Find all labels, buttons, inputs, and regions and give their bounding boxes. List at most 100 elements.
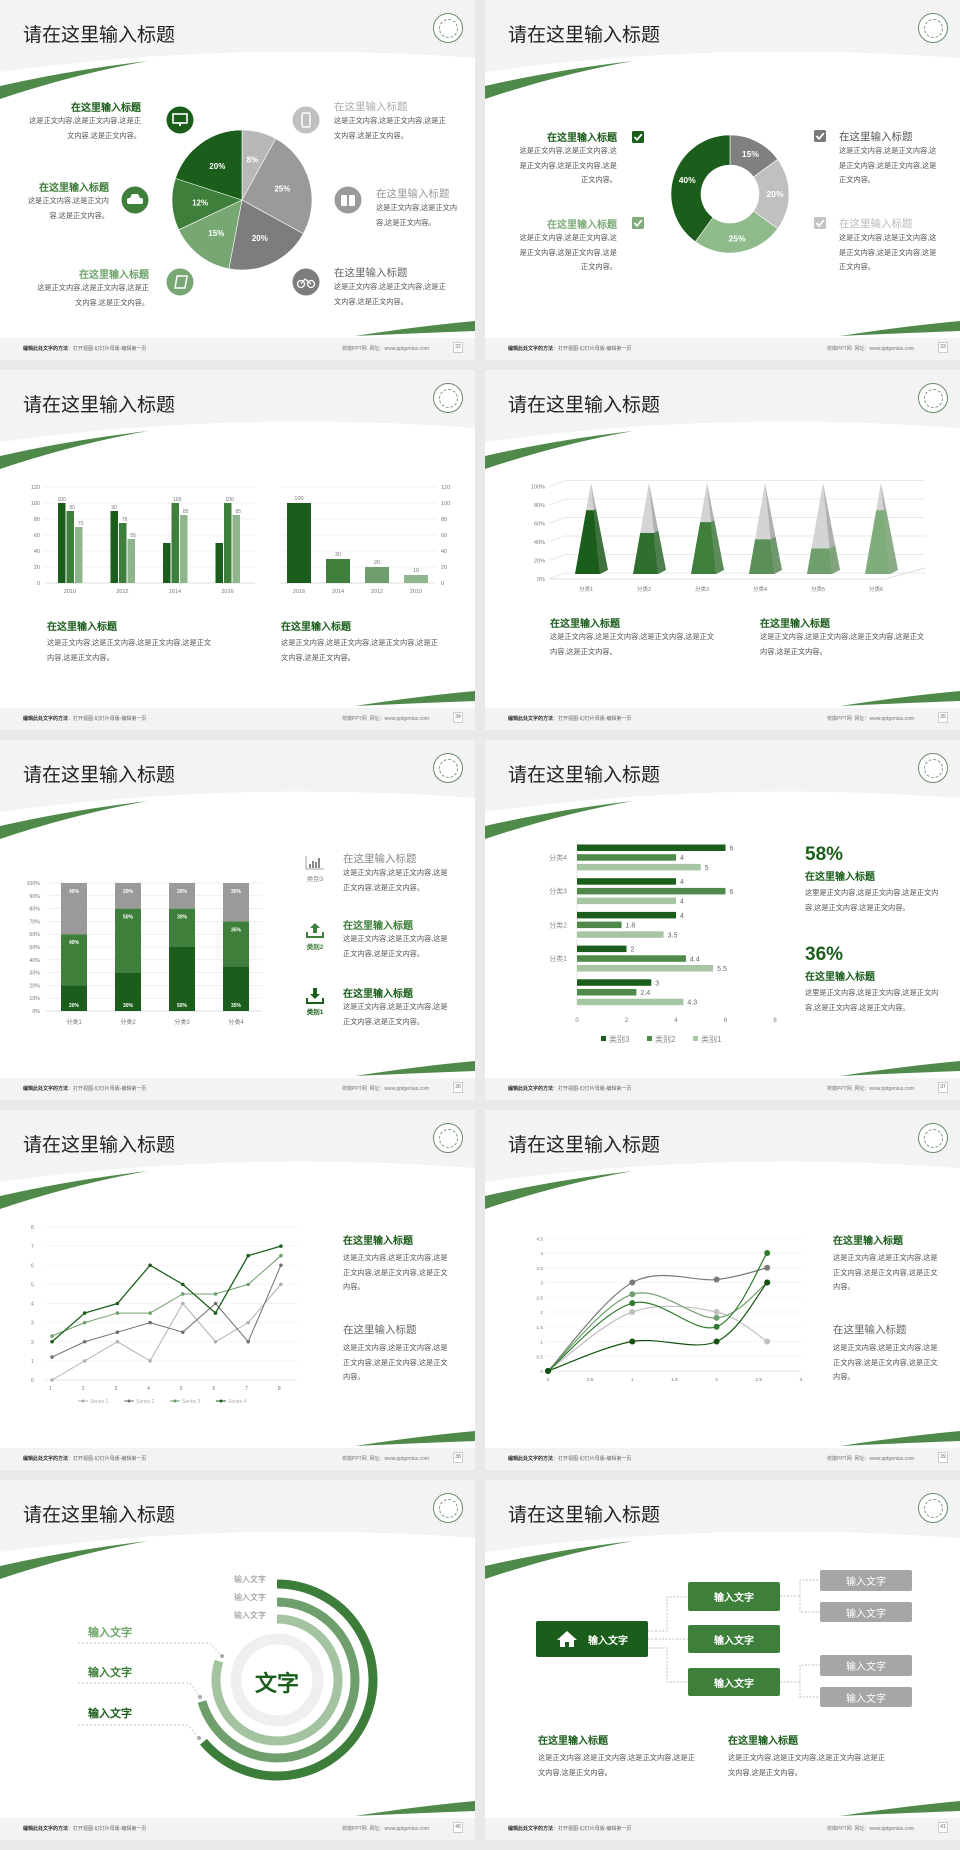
data-label: 20%: [69, 1003, 80, 1009]
item-title: 在这里输入标题: [343, 1236, 413, 1247]
x-tick-label: 6: [213, 1386, 216, 1392]
item-body: 这是正文内容,这是正文内容,这是正文内容,这是正文内容。: [37, 283, 149, 307]
mid-node[interactable]: 输入文字: [688, 1625, 780, 1653]
green-swoosh-top: [0, 61, 148, 99]
leaf-node[interactable]: 输入文字: [820, 1655, 912, 1676]
stat-value: 58%: [805, 844, 844, 865]
data-point: [629, 1338, 636, 1345]
y-tick-label: 0: [31, 1378, 34, 1384]
bar: [577, 931, 664, 938]
mid-node[interactable]: 输入文字: [688, 1668, 780, 1696]
bar: [119, 523, 127, 583]
legend-label: 类别1: [701, 1034, 722, 1044]
green-swoosh-top: [0, 801, 148, 839]
data-point: [545, 1368, 551, 1374]
footer-hint-bold: 编辑此处文字的方法: [508, 1826, 554, 1832]
footer-url[interactable]: 网址：www.pptgenius.com: [854, 1826, 914, 1832]
y-tick-label: 40%: [29, 958, 40, 964]
icon-circle: [334, 186, 362, 214]
legend-label: Series 1: [90, 1399, 109, 1405]
footer-url[interactable]: 网址：www.pptgenius.com: [369, 1826, 429, 1832]
footer-url[interactable]: 网址：www.pptgenius.com: [854, 716, 914, 722]
slide-title[interactable]: 请在这里输入标题: [23, 1505, 176, 1526]
series-curve: [547, 1305, 768, 1372]
slide-title[interactable]: 请在这里输入标题: [508, 765, 661, 786]
data-point: [82, 1339, 87, 1344]
ring-label: 输入文字: [234, 1575, 266, 1584]
gridline: [548, 498, 925, 506]
footer-url[interactable]: 网址：www.pptgenius.com: [369, 716, 429, 722]
check-mark: [815, 132, 825, 141]
y-tick-label: 30%: [29, 971, 40, 977]
center-text: 文字: [254, 1671, 299, 1696]
school-emblem-icon: [918, 13, 948, 43]
y-tick-label: 0: [37, 581, 40, 587]
root-node[interactable]: 输入文字: [536, 1621, 648, 1657]
footer-url[interactable]: 网址：www.pptgenius.com: [369, 1456, 429, 1462]
bar: [180, 515, 188, 583]
y-tick-label: 7: [31, 1244, 34, 1250]
slide-36: 请在这里输入标题 编辑此处文字的方法：打开视图-幻灯片母版-编辑第一页 校徽PP…: [0, 740, 475, 1100]
bar: [315, 862, 317, 868]
pyramid-fill: [865, 510, 890, 574]
leaf-node[interactable]: 输入文字: [820, 1602, 912, 1622]
slide-title[interactable]: 请在这里输入标题: [508, 395, 661, 416]
bar: [577, 844, 726, 851]
data-point: [246, 1339, 250, 1344]
footer-site-name: 校徽PPT网: [827, 1826, 852, 1832]
data-label: 50%: [177, 1003, 188, 1009]
data-label: 3: [655, 980, 659, 987]
footer-site: 校徽PPT网 网址：www.pptgenius.com: [342, 1825, 429, 1832]
slide-title[interactable]: 请在这里输入标题: [23, 25, 176, 46]
slide-title[interactable]: 请在这里输入标题: [23, 395, 176, 416]
footer-url[interactable]: 网址：www.pptgenius.com: [854, 1456, 914, 1462]
slide-33: 请在这里输入标题 编辑此处文字的方法：打开视图-幻灯片母版-编辑第一页 校徽PP…: [485, 0, 960, 360]
y-tick-label: 3: [31, 1321, 34, 1327]
bar: [163, 543, 171, 583]
item-title: 在这里输入标题: [538, 1736, 608, 1747]
stacked-column-chart: 0% 10% 20% 30% 40% 50% 60% 70% 80% 90% 100% 20% 40% 4…: [26, 856, 324, 1026]
leaf-node[interactable]: 输入文字: [820, 1570, 912, 1591]
x-tick-label: 2.5: [755, 1377, 762, 1383]
data-point: [629, 1291, 636, 1298]
slide-title[interactable]: 请在这里输入标题: [508, 1135, 661, 1156]
upload-icon: [306, 923, 324, 938]
item-title: 在这里输入标题: [47, 622, 117, 633]
item-5: 在这里输入标题 这是正文内容,这是正文内容,这是正文内容,这是正文内容。: [334, 265, 450, 309]
item-1: 在这里输入标题 这是正文内容,这是正文内容,这是正文内容,这是正文内容,这是正文内…: [343, 1322, 453, 1385]
y-tick-label: 50%: [29, 945, 40, 951]
footer-hint-bold: 编辑此处文字的方法: [23, 1456, 69, 1462]
item-0: 在这里输入标题 这是正文内容,这是正文内容,这是正文内容,这是正文内容,这是正文内…: [515, 129, 617, 188]
bar: [577, 863, 701, 871]
slide-title[interactable]: 请在这里输入标题: [508, 1505, 661, 1526]
icon-circle: [292, 106, 320, 134]
shape: [341, 195, 347, 206]
slide-title[interactable]: 请在这里输入标题: [508, 25, 661, 46]
mid-node[interactable]: 输入文字: [688, 1582, 780, 1611]
footer-url[interactable]: 网址：www.pptgenius.com: [854, 346, 914, 352]
item-title: 在这里输入标题: [839, 131, 913, 143]
slide-title[interactable]: 请在这里输入标题: [23, 765, 176, 786]
data-label: 4.4: [690, 956, 700, 963]
footer-url[interactable]: 网址：www.pptgenius.com: [369, 1086, 429, 1092]
footer-site-name: 校徽PPT网: [342, 346, 367, 352]
leaf-node[interactable]: 输入文字: [820, 1687, 912, 1707]
data-point: [213, 1311, 218, 1315]
data-point: [629, 1300, 636, 1307]
bar: [312, 861, 314, 868]
footer-url[interactable]: 网址：www.pptgenius.com: [854, 1086, 914, 1092]
data-point: [764, 1250, 771, 1256]
floor: [549, 567, 926, 580]
slide-34: 请在这里输入标题 编辑此处文字的方法：打开视图-幻灯片母版-编辑第一页 校徽PP…: [0, 370, 475, 730]
x-tick-label: 2016: [221, 589, 233, 595]
stacked-bar-segment: [223, 883, 249, 922]
slide-title[interactable]: 请在这里输入标题: [23, 1135, 176, 1156]
axis: [305, 856, 324, 870]
green-swoosh-top: [0, 1541, 148, 1579]
legend-label: Series 3: [182, 1399, 201, 1405]
data-point: [246, 1320, 250, 1325]
item-body: 这是正文内容,这是正文内容,这是正文内容,这是正文内容,这是正文内容。: [839, 146, 937, 184]
footer-url[interactable]: 网址：www.pptgenius.com: [369, 346, 429, 352]
data-label: 35%: [231, 927, 242, 933]
data-label: 30%: [177, 915, 188, 921]
